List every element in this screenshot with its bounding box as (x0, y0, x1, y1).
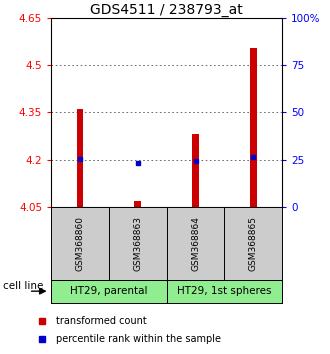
Text: HT29, 1st spheres: HT29, 1st spheres (177, 286, 272, 296)
Text: GSM368865: GSM368865 (249, 216, 258, 271)
Text: HT29, parental: HT29, parental (70, 286, 148, 296)
Bar (77, 109, 83, 207)
Text: cell line: cell line (3, 281, 44, 291)
Bar (192, 135, 199, 207)
Bar (51, 280, 167, 303)
Bar (134, 201, 141, 207)
Text: percentile rank within the sample: percentile rank within the sample (56, 334, 221, 344)
Title: GDS4511 / 238793_at: GDS4511 / 238793_at (90, 3, 243, 17)
Bar (167, 280, 282, 303)
Text: GSM368864: GSM368864 (191, 216, 200, 271)
Text: GSM368860: GSM368860 (76, 216, 84, 271)
Text: transformed count: transformed count (56, 316, 147, 326)
Bar (250, 48, 257, 207)
Text: GSM368863: GSM368863 (133, 216, 142, 271)
